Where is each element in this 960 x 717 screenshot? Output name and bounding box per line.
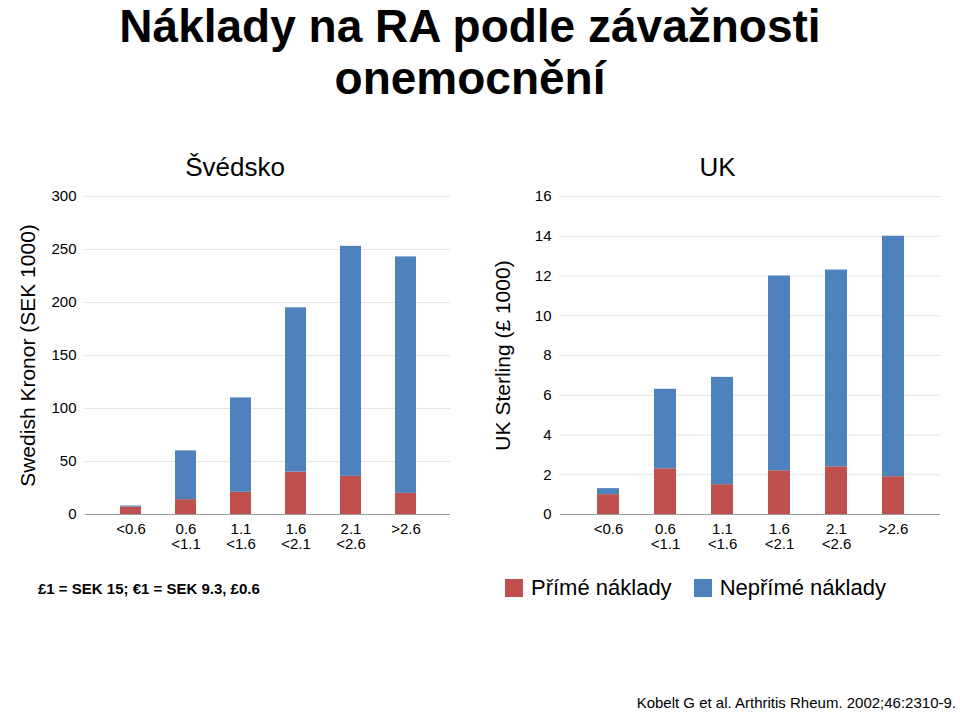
svg-text:<0.6: <0.6 xyxy=(594,520,624,537)
svg-text:10: 10 xyxy=(535,307,552,324)
svg-text:0: 0 xyxy=(543,505,551,522)
html-text:£1 = SEK 15; €1 = SEK 9.3, £0.: £1 = SEK 15; €1 = SEK 9.3, £0.6 xyxy=(38,580,260,597)
html-text:Švédsko: Švédsko xyxy=(185,152,285,182)
svg-text:12: 12 xyxy=(535,267,552,284)
svg-text:1.1<1.6: 1.1<1.6 xyxy=(226,520,256,552)
svg-text:0.6<1.1: 0.6<1.1 xyxy=(651,520,681,552)
svg-text:>2.6: >2.6 xyxy=(391,520,421,537)
svg-text:150: 150 xyxy=(51,346,76,363)
svg-text:16: 16 xyxy=(535,187,552,204)
svg-text:14: 14 xyxy=(535,227,552,244)
svg-text:2.1<2.6: 2.1<2.6 xyxy=(336,520,366,552)
svg-text:Swedish Kronor (SEK 1000): Swedish Kronor (SEK 1000) xyxy=(16,224,39,487)
svg-text:250: 250 xyxy=(51,240,76,257)
svg-text:0.6<1.1: 0.6<1.1 xyxy=(171,520,201,552)
svg-text:200: 200 xyxy=(51,293,76,310)
svg-text:6: 6 xyxy=(543,386,551,403)
svg-text:1.6<2.1: 1.6<2.1 xyxy=(281,520,311,552)
html-text:Kobelt G et al. Arthritis Rheu: Kobelt G et al. Arthritis Rheum. 2002;46… xyxy=(636,694,956,711)
svg-text:2.1<2.6: 2.1<2.6 xyxy=(822,520,852,552)
svg-text:1.1<1.6: 1.1<1.6 xyxy=(708,520,738,552)
svg-text:2: 2 xyxy=(543,466,551,483)
svg-text:UK Sterling (£ 1000): UK Sterling (£ 1000) xyxy=(491,260,514,450)
svg-text:8: 8 xyxy=(543,346,551,363)
html-text:Náklady na RA podle závažnosti: Náklady na RA podle závažnosti onemocněn… xyxy=(119,0,821,104)
svg-text:>2.6: >2.6 xyxy=(879,520,909,537)
svg-text:<0.6: <0.6 xyxy=(116,520,146,537)
svg-text:300: 300 xyxy=(51,187,76,204)
svg-text:100: 100 xyxy=(51,399,76,416)
svg-text:0: 0 xyxy=(68,505,76,522)
html-text:Nepřímé náklady: Nepřímé náklady xyxy=(719,575,886,600)
svg-text:1.6<2.1: 1.6<2.1 xyxy=(765,520,795,552)
svg-text:50: 50 xyxy=(60,452,77,469)
svg-text:4: 4 xyxy=(543,426,551,443)
html-text:Přímé náklady: Přímé náklady xyxy=(531,575,672,600)
html-text:UK: UK xyxy=(699,152,736,182)
